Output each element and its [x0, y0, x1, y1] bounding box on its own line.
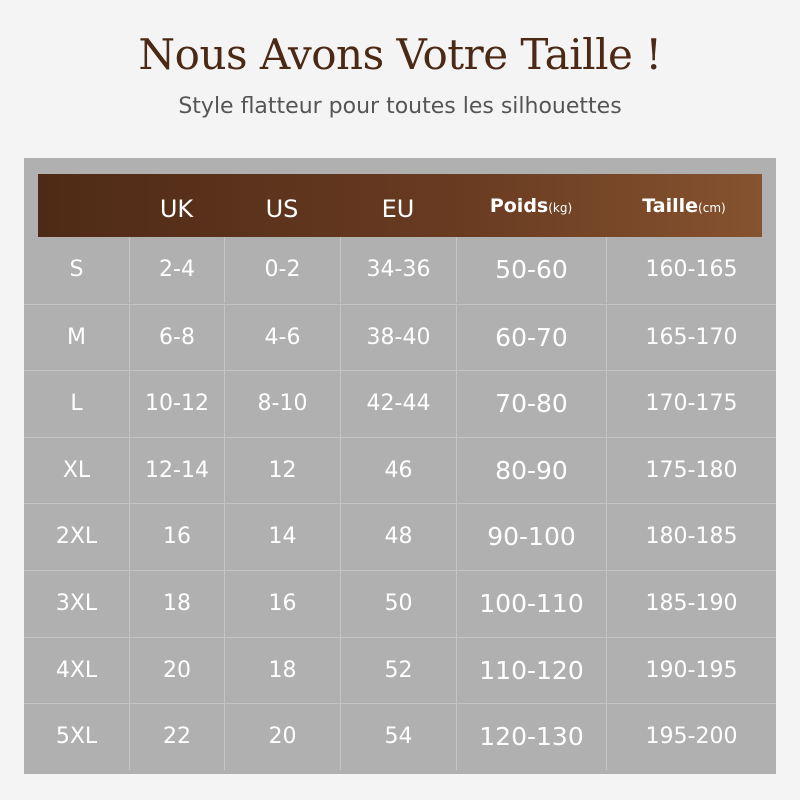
table-cell: 185-190: [606, 571, 776, 637]
table-cell: 38-40: [340, 304, 456, 371]
table-cell: 195-200: [606, 704, 776, 771]
table-cell: 8-10: [224, 371, 340, 438]
table-cell: 46: [340, 437, 456, 504]
table-cell: 100-110: [456, 571, 606, 637]
table-cell: 170-175: [606, 371, 776, 438]
table-cell: 3XL: [55, 591, 98, 616]
table-row: XL 12-14 12 46 80-90 175-180: [24, 436, 776, 504]
header-weight-label: Poids: [489, 195, 549, 217]
table-cell: 4-6: [224, 304, 340, 371]
table-cell: 190-195: [606, 637, 776, 704]
table-cell: 90-100: [456, 504, 606, 571]
table-row: 2XL 16 14 48 90-100 180-185: [24, 503, 776, 571]
table-row: L 10-12 8-10 42-44 70-80 170-175: [24, 370, 776, 438]
table-cell: 18: [129, 571, 224, 637]
table-cell: XL: [62, 457, 91, 483]
table-cell: 54: [340, 704, 456, 771]
page-subtitle: Style flatteur pour toutes les silhouett…: [178, 94, 622, 119]
table-row: 3XL 18 16 50 100-110 185-190: [24, 570, 776, 637]
table-cell: 2XL: [55, 524, 98, 550]
table-cell: 80-90: [456, 437, 606, 504]
table-header: UK US EU Poids(kg) Taille(cm): [38, 174, 762, 237]
table-cell: 175-180: [606, 437, 776, 504]
table-cell: 10-12: [129, 371, 224, 438]
table-cell: 14: [224, 504, 340, 571]
header-weight: Poids(kg): [456, 174, 606, 237]
table-cell: 2-4: [129, 237, 224, 303]
table-cell: 0-2: [224, 237, 340, 303]
table-cell: 50: [340, 571, 456, 637]
table-row: M 6-8 4-6 38-40 60-70 165-170: [24, 303, 776, 371]
table-cell: 52: [340, 637, 456, 704]
table-cell: 160-165: [606, 237, 776, 303]
size-table: [24, 158, 776, 774]
table-cell: 110-120: [456, 637, 606, 704]
table-cell: 42-44: [340, 371, 456, 438]
table-cell: 60-70: [456, 304, 606, 371]
header-eu: EU: [381, 195, 415, 223]
table-cell: 165-170: [606, 304, 776, 371]
table-cell: 5XL: [55, 724, 98, 750]
table-cell: 50-60: [456, 237, 606, 303]
table-cell: M: [67, 324, 86, 350]
table-cell: 48: [340, 504, 456, 571]
table-cell: 4XL: [55, 657, 98, 683]
table-cell: 16: [224, 571, 340, 637]
table-cell: 180-185: [606, 504, 776, 571]
table-cell: 12-14: [129, 437, 224, 504]
header-us: US: [265, 195, 299, 223]
header-weight-unit: (kg): [548, 201, 573, 215]
header-uk: UK: [159, 195, 194, 223]
table-cell: 120-130: [456, 704, 606, 771]
table-row: S 2-4 0-2 34-36 50-60 160-165: [24, 237, 776, 303]
table-cell: 34-36: [340, 237, 456, 303]
table-cell: 22: [129, 704, 224, 771]
table-cell: 20: [129, 637, 224, 704]
header-height-unit: (cm): [698, 201, 726, 215]
table-cell: L: [70, 391, 83, 417]
header-height: Taille(cm): [606, 174, 762, 237]
table-row: 4XL 20 18 52 110-120 190-195: [24, 636, 776, 704]
header-height-label: Taille: [642, 195, 699, 217]
table-cell: S: [69, 257, 84, 282]
table-cell: 20: [224, 704, 340, 771]
table-row: 5XL 22 20 54 120-130 195-200: [24, 703, 776, 771]
table-cell: 12: [224, 437, 340, 504]
table-cell: 6-8: [129, 304, 224, 371]
table-cell: 18: [224, 637, 340, 704]
table-cell: 70-80: [456, 371, 606, 438]
table-cell: 16: [129, 504, 224, 571]
page-title: Nous Avons Votre Taille !: [138, 30, 662, 79]
